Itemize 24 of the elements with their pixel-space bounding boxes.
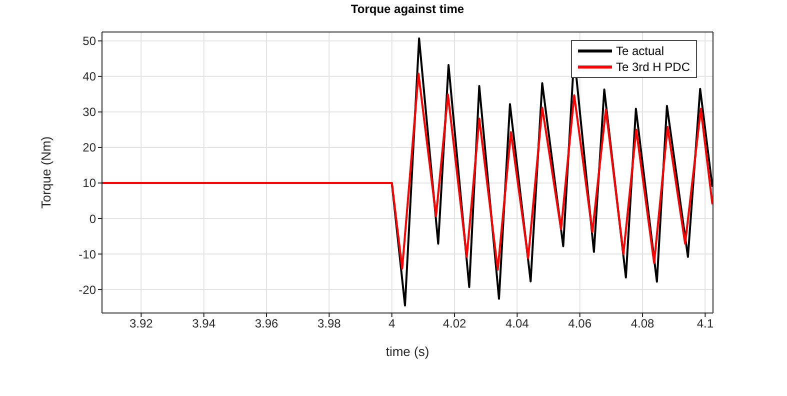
x-tick-label: 3.98 <box>317 316 342 331</box>
chart-title: Torque against time <box>350 2 466 16</box>
x-tick-label: 4.1 <box>696 316 714 331</box>
x-tick-label: 4.06 <box>568 316 592 331</box>
x-tick-label: 3.96 <box>254 316 278 331</box>
x-tick-label: 3.92 <box>129 316 154 331</box>
x-tick-label: 4 <box>388 316 396 331</box>
y-tick-label: 10 <box>82 176 96 190</box>
legend-label: Te 3rd H PDC <box>616 60 690 74</box>
x-tick-label: 4.08 <box>630 316 654 331</box>
line-series <box>102 72 713 271</box>
y-tick-label: 40 <box>82 70 96 84</box>
x-tick-label: 4.02 <box>442 316 466 331</box>
x-tick-label: 4.04 <box>505 316 530 331</box>
x-axis-title: time (s) <box>386 344 430 359</box>
y-tick-label: -20 <box>78 282 96 297</box>
x-tick-label: 3.94 <box>192 316 216 331</box>
y-tick-label: -10 <box>78 247 96 262</box>
y-axis-title: Torque (Nm) <box>38 136 54 209</box>
y-tick-label: 50 <box>82 34 96 48</box>
y-tick-label: 20 <box>82 140 96 155</box>
y-tick-label: 30 <box>82 105 96 120</box>
y-tick-label: 0 <box>89 212 96 226</box>
legend-label: Te actual <box>616 44 664 58</box>
